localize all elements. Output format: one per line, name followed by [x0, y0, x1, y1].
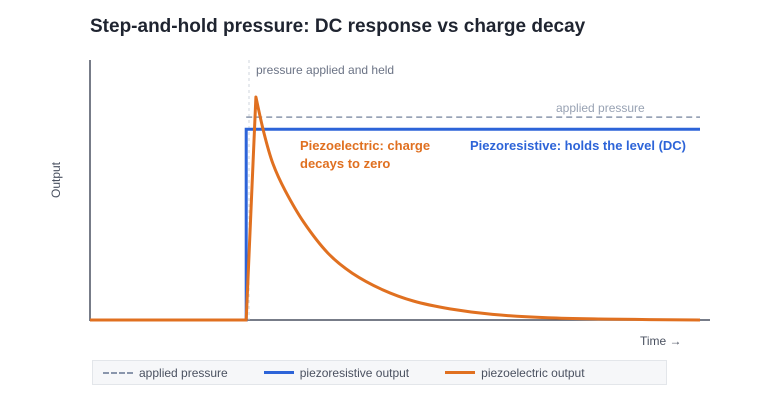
chart-legend: applied pressure piezoresistive output p… [92, 360, 667, 385]
legend-label-piezoelectric: piezoelectric output [481, 365, 585, 380]
legend-item-piezoresistive: piezoresistive output [263, 365, 410, 380]
piezoresistive-line [90, 127, 700, 322]
legend-label-applied: applied pressure [139, 365, 228, 380]
legend-swatch-piezoresistive [263, 371, 294, 374]
legend-item-piezoelectric: piezoelectric output [445, 365, 585, 380]
legend-label-piezoresistive: piezoresistive output [299, 365, 410, 380]
legend-swatch-piezoelectric [445, 371, 476, 374]
piezoelectric-line [90, 95, 701, 322]
piezoelectric-annotation-line2: decays to zero [300, 156, 390, 171]
x-axis-label: Time → [640, 334, 682, 348]
chart-title: Step-and-hold pressure: DC response vs c… [90, 16, 586, 37]
piezoelectric-annotation-line1: Piezoelectric: charge [300, 138, 430, 153]
applied-pressure-label: applied pressure [556, 101, 645, 115]
piezoresistive-annotation: Piezoresistive: holds the level (DC) [470, 138, 686, 153]
step-marker-label: pressure applied and held [256, 63, 394, 77]
legend-swatch-applied [103, 371, 133, 374]
legend-item-applied: applied pressure [103, 366, 228, 380]
y-axis-label: Output [49, 161, 63, 198]
